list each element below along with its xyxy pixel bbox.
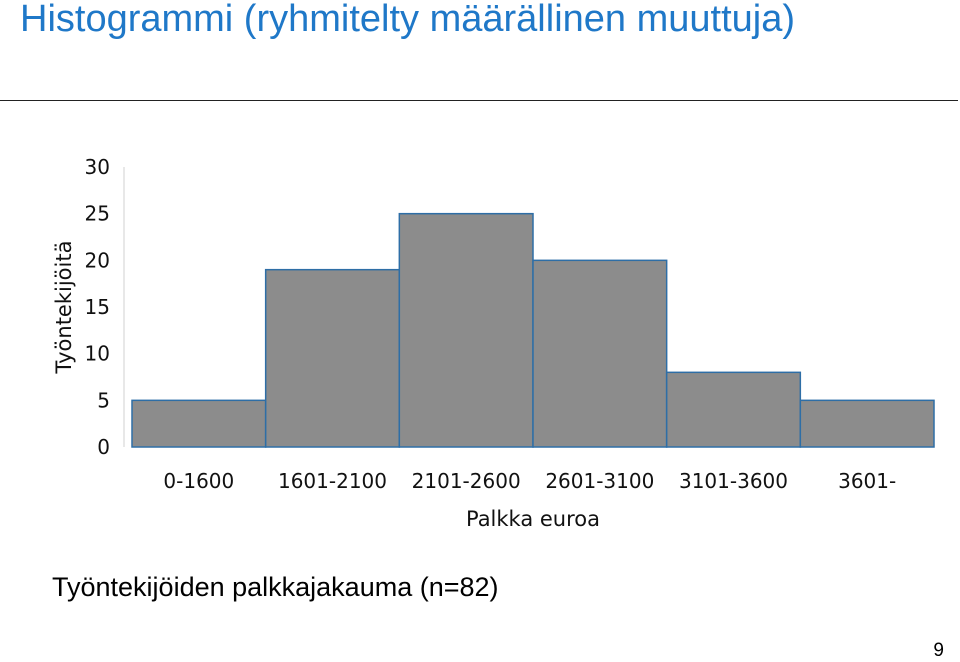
x-axis-label: Palkka euroa <box>466 507 600 531</box>
histogram-bar <box>665 371 802 448</box>
x-tick-label: 3601- <box>838 469 896 493</box>
y-tick-label: 0 <box>97 435 110 459</box>
x-tick-label: 2101-2600 <box>412 469 521 493</box>
y-tick-label: 5 <box>97 388 110 412</box>
y-axis-ticks: 0 5 10 15 20 25 30 <box>85 155 110 459</box>
histogram-bar <box>131 399 267 448</box>
histogram-bars <box>131 212 935 448</box>
y-tick-label: 30 <box>85 155 110 179</box>
title-divider <box>0 100 958 101</box>
page-number: 9 <box>933 640 944 661</box>
histogram-chart: 0 5 10 15 20 25 30 0-1600 1601-2100 2101-2600 260… <box>52 155 935 531</box>
y-tick-label: 20 <box>85 248 110 272</box>
chart-caption: Työntekijöiden palkkajakauma (n=82) <box>52 572 499 602</box>
x-axis-ticks: 0-1600 1601-2100 2101-2600 2601-3100 3101-36… <box>163 469 896 493</box>
x-tick-label: 0-1600 <box>163 469 234 493</box>
histogram-bar <box>264 268 401 448</box>
histogram-bar <box>398 212 534 448</box>
histogram-bar <box>799 399 935 448</box>
y-tick-label: 15 <box>85 295 110 319</box>
x-tick-label: 3101-3600 <box>679 469 788 493</box>
y-tick-label: 25 <box>85 202 110 226</box>
slide-title: Histogrammi (ryhmitelty määrällinen muut… <box>20 0 795 40</box>
x-tick-label: 1601-2100 <box>278 469 387 493</box>
y-tick-label: 10 <box>85 342 110 366</box>
histogram-bar <box>532 259 668 448</box>
y-axis-label: Työntekijöitä <box>52 241 76 375</box>
x-tick-label: 2601-3100 <box>545 469 654 493</box>
